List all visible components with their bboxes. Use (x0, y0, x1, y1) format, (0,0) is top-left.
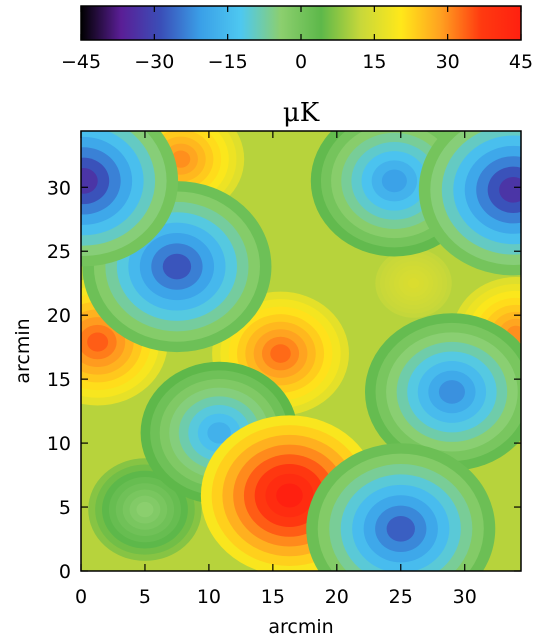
y-axis-label: arcmin (12, 318, 34, 383)
heatmap-feature (81, 131, 179, 267)
colorbar-tick-label: 45 (509, 51, 533, 73)
heatmap-contour (386, 515, 415, 542)
x-tick-label: 0 (75, 586, 87, 608)
heatmap-feature (365, 313, 521, 471)
colorbar-tick-label: 30 (436, 51, 460, 73)
heatmap-feature (375, 248, 452, 318)
heatmap-feature (418, 131, 521, 276)
heatmap-contour (499, 177, 521, 203)
colorbar-tick-label: −15 (208, 51, 248, 73)
x-tick-label: 15 (261, 586, 285, 608)
heatmap-contour (87, 332, 109, 352)
x-axis: 0 5 10 15 20 25 30 (75, 131, 477, 608)
y-tick-label: 0 (59, 561, 71, 583)
heatmap-contour (136, 501, 154, 518)
colorbar-tick-label: 0 (295, 51, 307, 73)
plot-frame (80, 130, 522, 572)
x-tick-label: 5 (139, 586, 151, 608)
x-tick-label: 30 (453, 586, 477, 608)
heatmap-feature (200, 415, 379, 571)
x-tick-label: 20 (325, 586, 349, 608)
colorbar-ticks: −45 −30 −15 0 15 30 45 (61, 6, 533, 73)
plot-area: 0 5 10 15 20 25 30 0 5 10 15 20 25 30 arcmin arcmin (12, 130, 522, 637)
colorbar-tick-label: −45 (61, 51, 101, 73)
heatmap-field (81, 131, 521, 571)
heatmap-contour (276, 483, 303, 508)
heatmap-contour (207, 422, 231, 444)
heatmap-contour (162, 253, 192, 280)
heatmap-feature (306, 443, 496, 571)
colorbar: −45 −30 −15 0 15 30 45 μK (61, 5, 533, 128)
colorbar-tick-label: −30 (134, 51, 174, 73)
y-tick-label: 20 (47, 305, 71, 327)
y-tick-label: 15 (47, 369, 71, 391)
y-axis: 0 5 10 15 20 25 30 (47, 177, 521, 583)
heatmap-contour (407, 278, 420, 289)
y-tick-label: 5 (59, 497, 71, 519)
heatmap-contour (270, 344, 291, 363)
y-tick-label: 10 (47, 433, 71, 455)
heatmap-contour (81, 168, 98, 194)
x-tick-label: 10 (197, 586, 221, 608)
colorbar-label: μK (283, 98, 320, 128)
x-tick-label: 25 (389, 586, 413, 608)
y-tick-label: 30 (47, 177, 71, 199)
x-axis-label: arcmin (268, 616, 333, 637)
heatmap-contour (438, 380, 465, 404)
colorbar-tick-label: 15 (362, 51, 386, 73)
heatmap-contour (381, 169, 407, 193)
y-tick-label: 25 (47, 241, 71, 263)
